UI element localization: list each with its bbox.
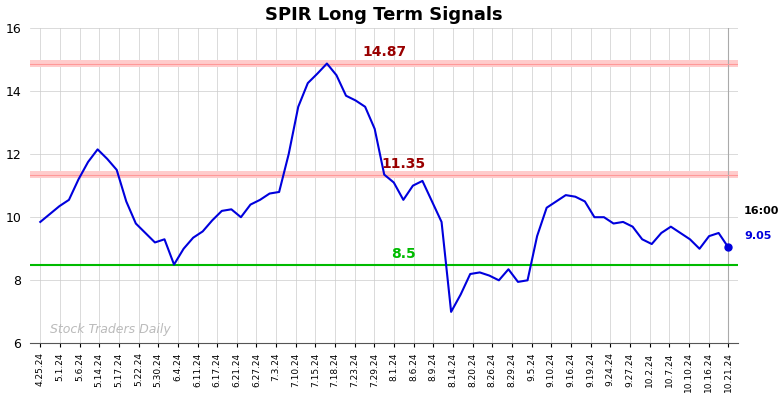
Text: 14.87: 14.87 bbox=[362, 45, 406, 59]
Text: 16:00: 16:00 bbox=[744, 206, 779, 216]
Text: 11.35: 11.35 bbox=[382, 157, 426, 171]
Text: Stock Traders Daily: Stock Traders Daily bbox=[50, 322, 171, 336]
Bar bbox=[31, 60, 738, 67]
Bar bbox=[31, 171, 738, 178]
Text: 8.5: 8.5 bbox=[391, 247, 416, 261]
Title: SPIR Long Term Signals: SPIR Long Term Signals bbox=[266, 6, 503, 23]
Text: 9.05: 9.05 bbox=[744, 231, 771, 241]
